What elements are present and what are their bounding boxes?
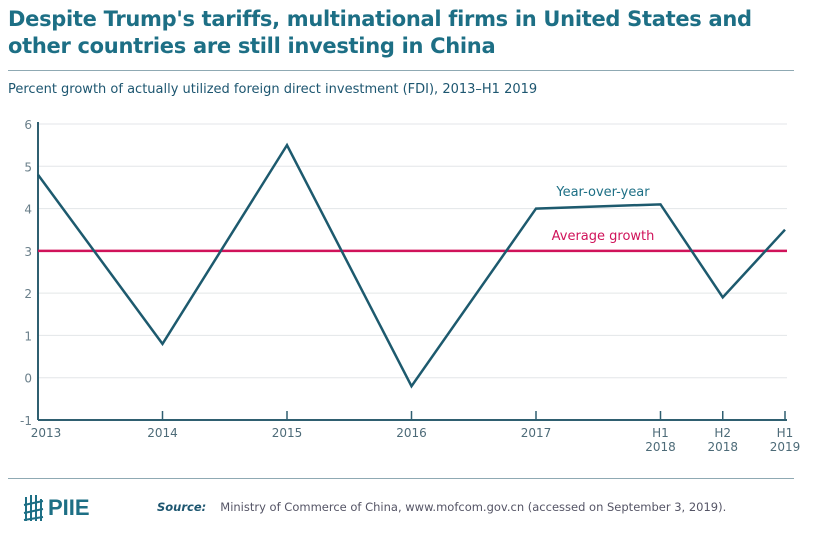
y-tick-label: 6 (24, 118, 32, 132)
y-tick-label: -1 (20, 414, 32, 428)
x-tick-label: H1 (652, 426, 669, 440)
x-tick-label: H1 (777, 426, 794, 440)
y-tick-label: 0 (24, 372, 32, 386)
series-label-year-over-year: Year-over-year (555, 185, 650, 200)
piie-logo-text: PIIE (48, 495, 90, 520)
source-label: Source: (157, 500, 207, 514)
piie-logo: PIIE (22, 493, 90, 523)
x-tick-label: 2016 (396, 426, 427, 440)
y-tick-label: 5 (24, 160, 32, 174)
y-tick-label: 1 (24, 329, 32, 343)
x-tick-label: 2019 (770, 440, 801, 454)
chart-title: Despite Trump's tariffs, multinational f… (8, 7, 752, 58)
x-tick-label: 2013 (31, 426, 62, 440)
y-tick-label: 4 (24, 203, 32, 217)
chart-subtitle: Percent growth of actually utilized fore… (8, 82, 538, 97)
x-tick-label: H2 (714, 426, 731, 440)
x-tick-label: 2018 (645, 440, 676, 454)
x-tick-label: 2014 (147, 426, 178, 440)
y-tick-label: 3 (24, 245, 32, 259)
year-over-year-line (36, 142, 786, 389)
source-note: Source: Ministry of Commerce of China, ww… (157, 500, 726, 514)
x-tick-label: 2015 (272, 426, 303, 440)
title-divider (8, 70, 794, 71)
x-tick-label: 2018 (707, 440, 738, 454)
footer-divider (8, 478, 794, 479)
source-text: Ministry of Commerce of China, www.mofco… (220, 500, 727, 514)
piie-logo-icon (23, 495, 44, 521)
series-label-average-growth: Average growth (552, 229, 655, 244)
y-tick-label: 2 (24, 287, 32, 301)
x-tick-label: 2017 (521, 426, 552, 440)
